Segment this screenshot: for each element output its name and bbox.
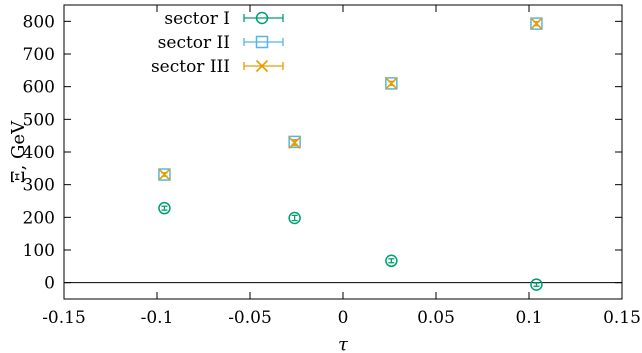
x-tick-label: -0.1 [141, 308, 174, 328]
data-point [530, 17, 543, 30]
data-point [288, 211, 301, 225]
legend-marker [255, 35, 269, 49]
point-marker [530, 278, 543, 291]
y-tick-label: 800 [23, 12, 55, 32]
point-marker [530, 17, 543, 30]
data-point [288, 136, 301, 149]
data-point [385, 77, 398, 90]
legend-entry: sector II [158, 33, 284, 53]
point-marker [288, 136, 301, 149]
legend-entry: sector I [164, 9, 284, 29]
point-marker [288, 211, 301, 225]
point-marker [158, 201, 171, 215]
y-tick-label: 600 [23, 78, 55, 98]
point-marker [385, 77, 398, 90]
series-3 [158, 17, 543, 181]
data-point [530, 278, 543, 291]
point-marker [158, 168, 171, 181]
legend-marker [255, 59, 269, 73]
legend-label: sector I [164, 9, 230, 29]
data-point [158, 168, 171, 181]
y-tick-label: 0 [44, 274, 55, 294]
y-tick-label: 300 [23, 176, 55, 196]
point-marker [158, 168, 171, 181]
point-marker [385, 77, 398, 90]
y-tick-label: 200 [23, 208, 55, 228]
legend-label: sector III [151, 57, 230, 77]
point-marker [385, 254, 398, 268]
plot-frame [63, 4, 623, 300]
legend-label: sector II [158, 33, 230, 53]
x-axis-label: τ [338, 334, 349, 353]
legend-entry: sector III [151, 57, 284, 77]
point-marker [288, 135, 301, 149]
y-tick-label: 700 [23, 45, 55, 65]
y-tick-label: 400 [23, 143, 55, 163]
x-tick-label: -0.15 [42, 308, 86, 328]
data-point [385, 254, 398, 268]
x-tick-label: -0.05 [228, 308, 272, 328]
point-marker [530, 17, 543, 30]
y-tick-label: 500 [23, 110, 55, 130]
x-tick-label: 0.15 [603, 308, 641, 328]
x-tick-label: 0.1 [515, 308, 542, 328]
x-tick-label: 0.05 [417, 308, 455, 328]
x-tick-label: 0 [338, 308, 349, 328]
y-axis-label: Ξ, GeV [8, 120, 29, 183]
series-1 [158, 201, 543, 291]
legend-marker [255, 11, 269, 25]
data-point [158, 201, 171, 215]
y-tick-label: 100 [23, 241, 55, 261]
